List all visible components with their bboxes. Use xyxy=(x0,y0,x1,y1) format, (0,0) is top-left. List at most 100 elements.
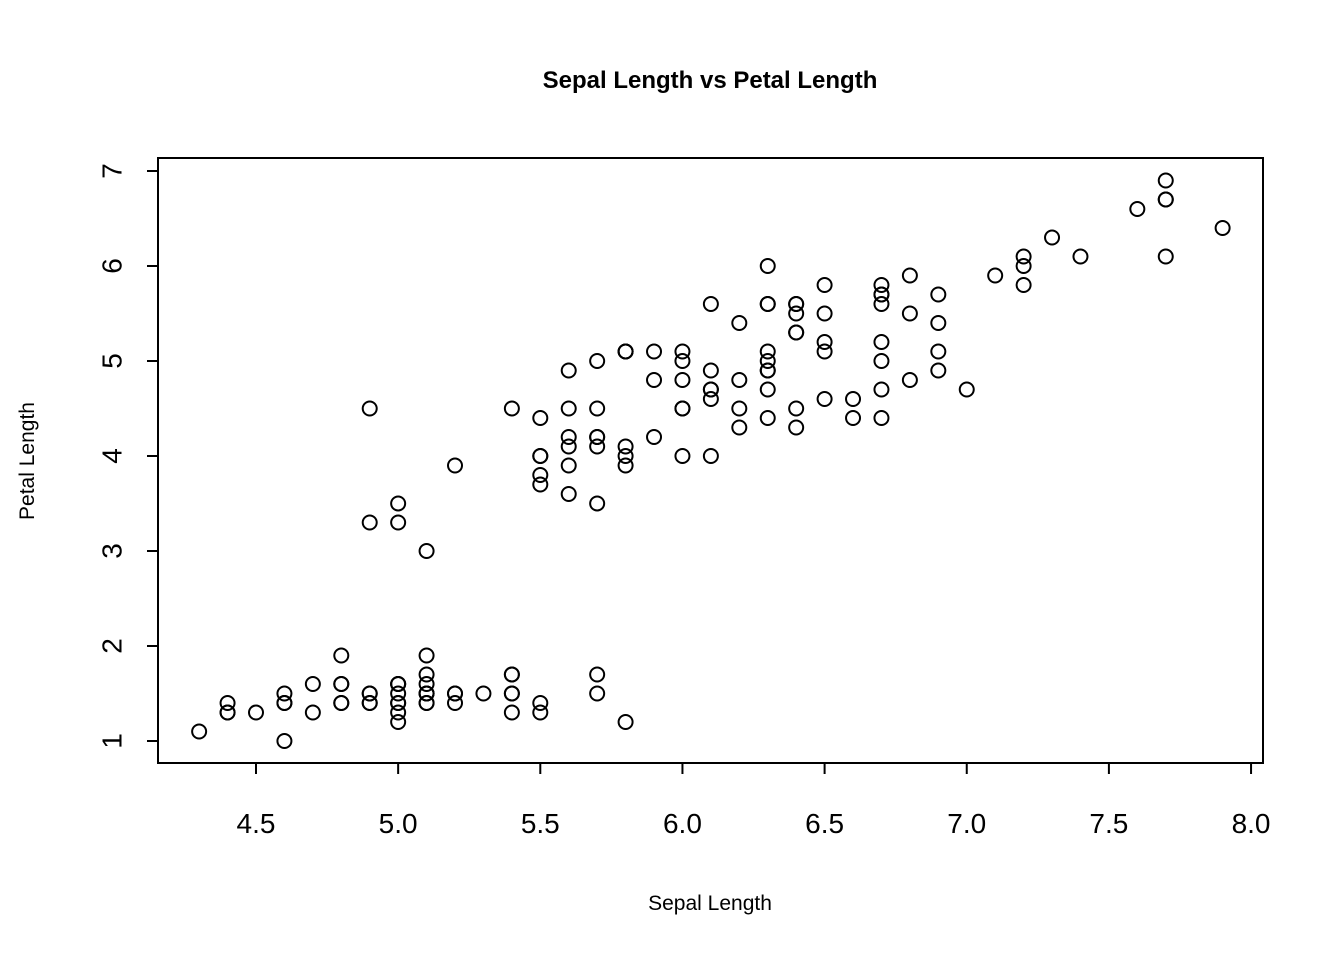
data-point xyxy=(418,685,435,702)
data-point xyxy=(873,410,890,426)
data-point xyxy=(390,685,407,702)
y-tick-label: 7 xyxy=(97,163,128,179)
data-point xyxy=(759,353,776,369)
x-tick-label: 8.0 xyxy=(1232,808,1271,839)
data-point xyxy=(503,685,520,702)
data-point xyxy=(788,324,805,341)
data-point xyxy=(702,362,719,379)
data-point xyxy=(759,258,776,274)
x-tick-label: 6.0 xyxy=(663,808,702,839)
data-point xyxy=(816,334,833,350)
data-point xyxy=(759,381,776,398)
data-point xyxy=(674,343,691,360)
data-point xyxy=(759,296,776,312)
data-point xyxy=(219,704,236,721)
x-axis-label: Sepal Length xyxy=(648,892,772,915)
data-point xyxy=(1015,277,1032,293)
data-point xyxy=(560,400,577,417)
data-point xyxy=(674,372,691,388)
data-point xyxy=(930,362,947,379)
data-point xyxy=(276,685,293,702)
y-tick-label: 5 xyxy=(97,353,128,369)
data-point xyxy=(219,695,236,711)
data-point xyxy=(873,286,890,303)
data-point xyxy=(731,315,748,331)
data-point xyxy=(361,514,378,531)
data-point xyxy=(987,267,1004,284)
data-point xyxy=(390,676,407,692)
data-point xyxy=(617,457,634,474)
data-point xyxy=(845,391,862,407)
data-point xyxy=(560,362,577,379)
plot-frame xyxy=(157,157,1264,764)
data-point xyxy=(532,467,549,483)
data-point xyxy=(532,476,549,493)
data-point xyxy=(333,676,350,692)
data-point xyxy=(958,381,975,398)
data-point xyxy=(418,676,435,692)
data-point xyxy=(901,305,918,322)
data-point xyxy=(816,277,833,293)
data-point xyxy=(418,647,435,664)
data-point xyxy=(447,457,464,474)
y-axis-label: Petal Length xyxy=(16,402,39,520)
data-point xyxy=(304,676,321,692)
data-point xyxy=(845,410,862,426)
data-point xyxy=(304,704,321,721)
data-point xyxy=(333,647,350,664)
x-tick-label: 7.0 xyxy=(947,808,986,839)
data-point xyxy=(361,695,378,711)
data-point xyxy=(1214,220,1231,236)
data-point xyxy=(788,296,805,312)
x-tick-label: 7.5 xyxy=(1089,808,1128,839)
data-point xyxy=(816,391,833,407)
data-point xyxy=(1157,248,1174,265)
data-point xyxy=(589,666,606,683)
data-point xyxy=(702,296,719,312)
data-point xyxy=(873,277,890,293)
data-point xyxy=(276,733,293,749)
data-point xyxy=(560,486,577,502)
data-point xyxy=(390,514,407,531)
data-point xyxy=(447,685,464,702)
data-point xyxy=(873,296,890,312)
data-point xyxy=(276,695,293,711)
data-point xyxy=(589,495,606,512)
data-point xyxy=(560,457,577,474)
x-tick-label: 5.0 xyxy=(379,808,418,839)
data-point xyxy=(759,343,776,360)
data-point xyxy=(532,695,549,711)
data-point xyxy=(617,448,634,464)
data-point xyxy=(589,400,606,417)
x-tick-label: 4.5 xyxy=(237,808,276,839)
data-point xyxy=(503,704,520,721)
data-point xyxy=(788,305,805,322)
y-tick-label: 3 xyxy=(97,543,128,559)
data-point xyxy=(1015,258,1032,274)
data-point xyxy=(390,695,407,711)
data-point xyxy=(503,400,520,417)
data-point xyxy=(702,448,719,464)
data-point xyxy=(418,666,435,683)
data-point xyxy=(930,286,947,303)
data-point xyxy=(759,362,776,379)
data-point xyxy=(702,391,719,407)
data-point xyxy=(560,438,577,455)
data-point xyxy=(674,353,691,369)
data-point xyxy=(646,343,663,360)
data-point xyxy=(191,723,208,740)
data-point xyxy=(248,704,264,721)
data-point xyxy=(1015,248,1032,265)
data-point xyxy=(361,685,378,702)
data-point xyxy=(788,400,805,417)
data-point xyxy=(560,429,577,445)
y-tick-label: 2 xyxy=(97,638,128,654)
data-point xyxy=(503,666,520,683)
data-point xyxy=(1044,229,1061,246)
y-tick-label: 1 xyxy=(97,733,128,749)
data-point xyxy=(873,334,890,350)
y-tick-label: 6 xyxy=(97,258,128,274)
data-point xyxy=(589,353,606,369)
data-point xyxy=(1072,248,1089,265)
